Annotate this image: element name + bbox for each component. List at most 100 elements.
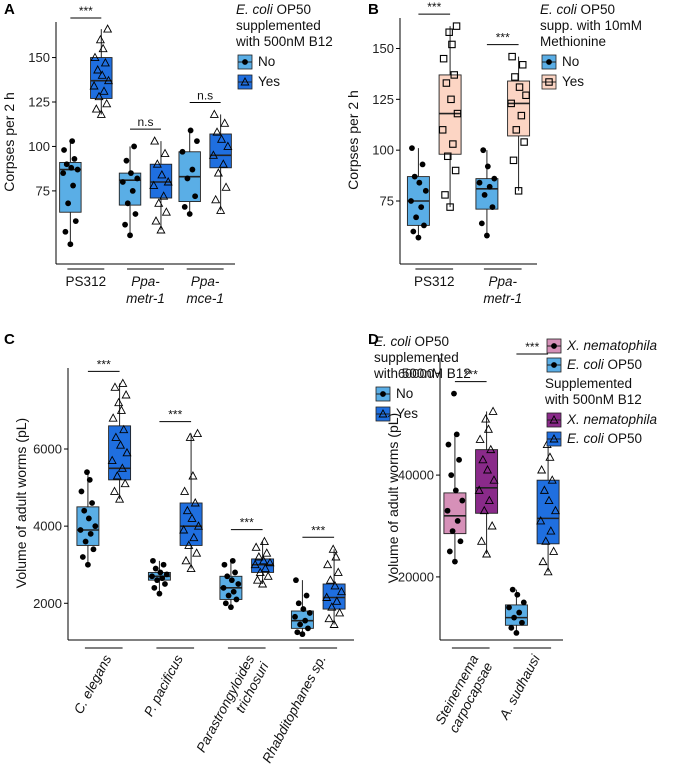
data-point [124,200,131,207]
legend-key [375,386,391,402]
data-point [107,455,117,465]
legend-marker [551,343,557,349]
panel-label-d: D [368,331,379,348]
data-point [212,127,222,136]
data-point [546,526,556,535]
data-point [150,557,156,564]
data-point [303,592,310,599]
data-point [86,476,93,483]
data-point [189,532,199,542]
y-tick-label: 75 [380,194,394,209]
data-point [484,232,490,239]
y-axis-title: Volume of adult worms (pL) [385,413,401,583]
legend-marker [551,362,557,368]
y-tick-label: 75 [36,183,50,198]
data-point [160,561,167,568]
data-point [81,507,88,514]
significance-label: n.s [137,115,153,129]
legend-label: Yes [258,74,280,89]
data-point [507,99,515,108]
legend-marker [546,59,552,65]
data-point [157,169,167,179]
data-point [520,599,527,606]
data-point [457,538,464,545]
legend-label: X. nematophila [566,338,658,353]
data-point [92,523,99,530]
panel-label-a: A [4,1,15,18]
data-point [160,148,170,158]
legend-key [237,54,253,70]
data-point [449,528,456,534]
legend-marker [378,409,388,418]
data-point [98,43,108,53]
data-point [154,198,164,207]
data-point [156,225,166,234]
data-point [508,52,516,61]
data-point [90,546,97,553]
data-point [122,447,132,457]
data-point [322,592,332,601]
data-point [163,177,173,186]
data-point [154,577,161,584]
data-point [515,83,524,91]
data-point [163,571,170,578]
data-point [422,187,429,194]
legend-label: Yes [396,406,418,421]
data-point [118,378,128,387]
legend-subtitle: Supplemented [545,376,632,391]
box-yes [89,24,114,118]
data-point [193,521,204,530]
data-point [149,180,159,190]
legend-title-line: with 500nM B12 [235,34,333,49]
data-point [454,518,461,524]
data-point [413,214,419,221]
legend-marker [240,77,250,86]
data-point [549,546,559,555]
y-tick-label: 6000 [33,442,62,457]
data-point [459,497,466,504]
legend-marker [242,59,248,65]
significance-label: *** [496,31,510,45]
box-no [59,138,82,248]
data-point [181,555,191,565]
data-point [265,557,275,567]
data-point [491,175,498,182]
box-body [76,506,100,546]
legend-key [375,406,391,422]
legend-label: X. nematophila [566,412,658,427]
category-label: Parastrongyloidestrichosuri [193,651,272,762]
data-point [511,614,517,621]
data-point [517,111,526,120]
data-point [453,431,460,438]
data-point [306,610,313,616]
data-point [216,134,227,143]
data-point [259,536,269,546]
data-point [416,179,423,186]
legend: X. nematophila E. coli OP50 Supplementedwi… [544,338,658,447]
data-point [442,79,451,87]
data-point [159,191,169,200]
y-tick-label: 60000 [398,366,434,381]
data-point [452,558,458,565]
data-point [486,444,496,454]
legend-key [237,74,253,90]
data-point [478,220,485,227]
data-point [438,126,447,134]
legend-title-italic: E. coli [236,2,274,17]
data-point [184,175,191,182]
data-point [112,471,122,480]
data-point [514,187,523,195]
category-label: Steinernemacarpocapsae [432,652,496,735]
box-yes [250,536,275,588]
data-point [330,580,340,590]
data-point [483,424,493,433]
y-axis-title: Volume of adult worms (pL) [13,418,29,588]
data-point [418,204,425,211]
category-label: Ppa- [191,274,220,289]
category-label-line: C. elegans [71,652,115,716]
data-point [121,390,131,399]
box-yes [149,136,173,234]
box-yes [107,378,132,503]
data-point [294,629,301,636]
